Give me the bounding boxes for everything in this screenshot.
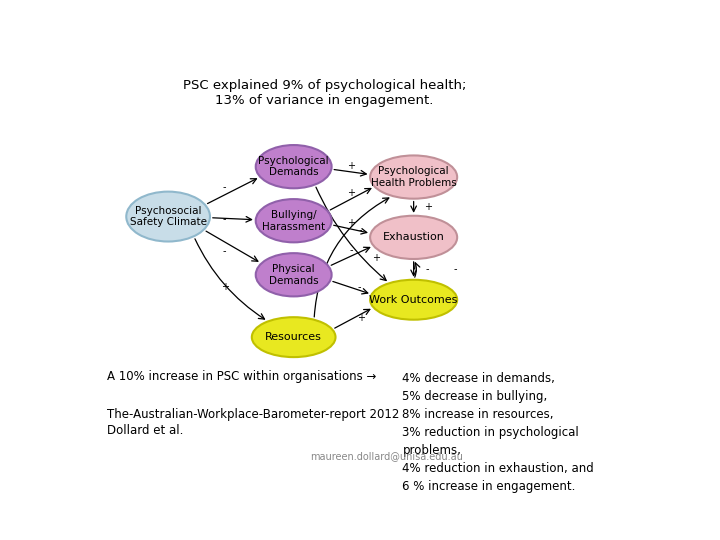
- Text: 4% decrease in demands,: 4% decrease in demands,: [402, 373, 555, 386]
- Ellipse shape: [126, 192, 210, 241]
- Text: Resources: Resources: [265, 332, 322, 342]
- Text: Physical
Demands: Physical Demands: [269, 264, 318, 286]
- Text: Exhaustion: Exhaustion: [383, 232, 444, 242]
- Text: problems,: problems,: [402, 444, 462, 457]
- Text: +: +: [347, 160, 355, 171]
- Text: Psychological
Demands: Psychological Demands: [258, 156, 329, 178]
- Ellipse shape: [370, 280, 457, 320]
- Text: -: -: [454, 265, 457, 274]
- Ellipse shape: [256, 253, 332, 296]
- Text: 6 % increase in engagement.: 6 % increase in engagement.: [402, 480, 576, 493]
- Text: +: +: [347, 188, 355, 198]
- Text: maureen.dollard@unisa.edu.au: maureen.dollard@unisa.edu.au: [310, 451, 463, 461]
- Text: 5% decrease in bullying,: 5% decrease in bullying,: [402, 390, 548, 403]
- Text: +: +: [357, 313, 365, 323]
- Text: +: +: [372, 253, 379, 263]
- Ellipse shape: [252, 317, 336, 357]
- Text: 8% increase in resources,: 8% increase in resources,: [402, 408, 554, 421]
- Text: -: -: [222, 246, 226, 256]
- Ellipse shape: [256, 199, 332, 242]
- Text: -: -: [426, 265, 429, 274]
- Text: Psychological
Health Problems: Psychological Health Problems: [371, 166, 456, 188]
- Text: Work Outcomes: Work Outcomes: [369, 295, 458, 305]
- Ellipse shape: [256, 145, 332, 188]
- Text: 4% reduction in exhaustion, and: 4% reduction in exhaustion, and: [402, 462, 594, 475]
- Text: The-Australian-Workplace-Barometer-report 2012: The-Australian-Workplace-Barometer-repor…: [107, 408, 399, 421]
- Text: Dollard et al.: Dollard et al.: [107, 424, 183, 437]
- Text: -: -: [349, 245, 353, 255]
- Text: -: -: [358, 282, 361, 293]
- Text: +: +: [347, 218, 355, 228]
- Text: PSC explained 9% of psychological health;: PSC explained 9% of psychological health…: [183, 79, 466, 92]
- Ellipse shape: [370, 156, 457, 199]
- Text: A 10% increase in PSC within organisations →: A 10% increase in PSC within organisatio…: [107, 370, 376, 383]
- Text: Bullying/
Harassment: Bullying/ Harassment: [262, 210, 325, 232]
- Text: -: -: [222, 214, 226, 224]
- Text: -: -: [359, 225, 362, 235]
- Text: +: +: [423, 202, 431, 212]
- Text: -: -: [222, 181, 226, 192]
- Text: Psychosocial
Safety Climate: Psychosocial Safety Climate: [130, 206, 207, 227]
- Text: +: +: [221, 282, 229, 292]
- Ellipse shape: [370, 216, 457, 259]
- Text: 3% reduction in psychological: 3% reduction in psychological: [402, 426, 579, 439]
- Text: 13% of variance in engagement.: 13% of variance in engagement.: [215, 94, 433, 107]
